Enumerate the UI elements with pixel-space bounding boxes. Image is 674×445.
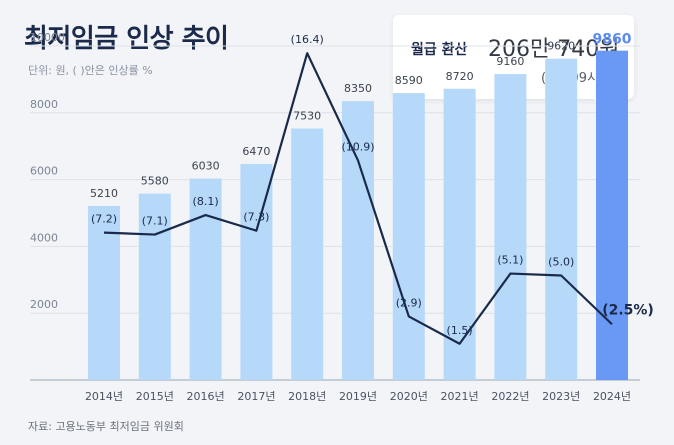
rate-label: (5.1): [497, 254, 523, 267]
y-tick-label: 10000: [30, 31, 65, 44]
bar-2017년: [240, 163, 273, 380]
x-tick-label: 2024년: [593, 390, 631, 403]
rate-label: (7.1): [142, 215, 168, 228]
y-tick-label: 2000: [30, 298, 58, 311]
source-note: 자료: 고용노동부 최저임금 위원회: [28, 420, 184, 433]
y-tick-label: 4000: [30, 231, 58, 244]
x-tick-label: 2021년: [441, 390, 479, 403]
bar-value-label: 6470: [242, 145, 270, 158]
rate-label: (10.9): [341, 140, 374, 153]
rate-label: (5.0): [548, 256, 574, 269]
rate-label: (7.3): [243, 211, 269, 224]
bar-value-label: 9160: [496, 55, 524, 68]
bar-2015년: [138, 193, 171, 380]
bar-value-label: 9620: [547, 40, 575, 53]
x-tick-label: 2019년: [339, 390, 377, 403]
y-tick-label: 6000: [30, 165, 58, 178]
bar-value-label: 6030: [192, 160, 220, 173]
bar-2022년: [494, 74, 527, 380]
rate-label: (8.1): [193, 195, 219, 208]
bar-2018년: [291, 128, 324, 380]
rate-label: (7.2): [91, 213, 117, 226]
unit-note: 단위: 원, ( )안은 인상률 %: [28, 64, 153, 77]
bar-2020년: [392, 93, 425, 381]
chart-title: 최저임금 인상 추이: [24, 24, 229, 54]
bar-2016년: [189, 178, 222, 380]
rate-label: (2.5%): [602, 302, 654, 318]
bar-value-label: 7530: [293, 109, 321, 122]
y-tick-label: 8000: [30, 98, 58, 111]
increase-rate-line: [103, 52, 613, 345]
x-tick-label: 2022년: [491, 390, 529, 403]
rate-label: (2.9): [396, 296, 422, 309]
bar-2024년: [596, 50, 628, 381]
x-tick-label: 2014년: [85, 390, 123, 403]
x-tick-label: 2023년: [542, 390, 580, 403]
bar-value-label: 5210: [90, 187, 118, 200]
bar-value-label: 8720: [446, 70, 474, 83]
x-tick-label: 2016년: [187, 390, 225, 403]
x-tick-label: 2015년: [136, 390, 174, 403]
bar-value-label: 9860: [593, 32, 632, 48]
bar-2021년: [443, 88, 476, 380]
bar-value-label: 8350: [344, 82, 372, 95]
rate-label: (16.4): [291, 33, 324, 46]
x-tick-label: 2017년: [237, 390, 275, 403]
bar-2014년: [88, 205, 120, 380]
bar-value-label: 5580: [141, 175, 169, 188]
x-tick-label: 2020년: [390, 390, 428, 403]
bar-value-label: 8590: [395, 74, 423, 87]
bar-2019년: [342, 101, 374, 381]
bar-2023년: [545, 58, 578, 380]
x-tick-label: 2018년: [288, 390, 326, 403]
rate-label: (1.5): [447, 324, 473, 337]
